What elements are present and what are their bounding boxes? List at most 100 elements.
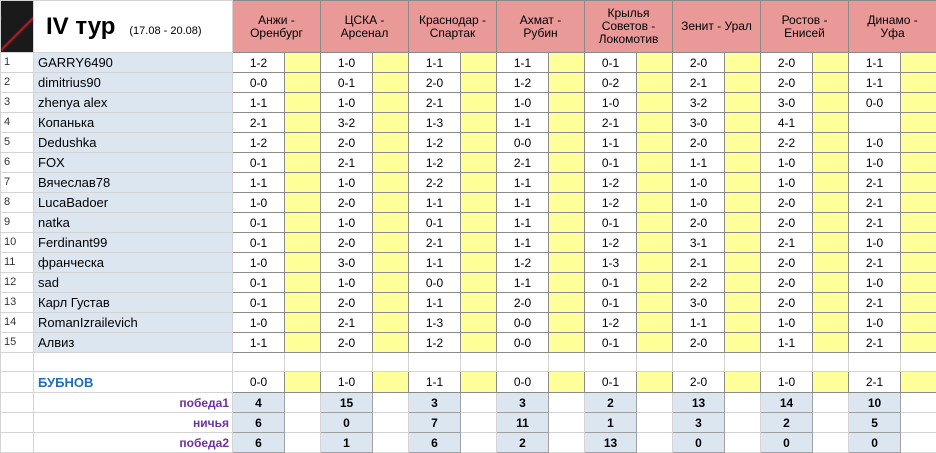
score: 1-1 <box>673 153 725 173</box>
score: 3-0 <box>673 113 725 133</box>
check-cell <box>549 253 585 273</box>
score: 2-1 <box>585 113 637 133</box>
check-cell <box>373 133 409 153</box>
score: 2-1 <box>233 113 285 133</box>
score: 2-0 <box>497 293 549 313</box>
check-cell <box>285 253 321 273</box>
score: 0-0 <box>497 372 549 393</box>
dates: (17.08 - 20.08) <box>129 25 201 37</box>
stat-value: 2 <box>497 433 549 453</box>
blank-row <box>1 353 936 372</box>
score: 2-0 <box>673 53 725 73</box>
check-cell <box>725 293 761 313</box>
check-cell <box>637 173 673 193</box>
empty-cell <box>373 393 409 413</box>
empty-cell <box>673 353 725 372</box>
score: 0-1 <box>321 73 373 93</box>
check-cell <box>549 333 585 353</box>
check-cell <box>549 372 585 393</box>
empty-cell <box>461 413 497 433</box>
check-cell <box>549 133 585 153</box>
check-cell <box>813 333 849 353</box>
score: 1-2 <box>409 333 461 353</box>
check-cell <box>373 193 409 213</box>
empty-cell <box>813 353 849 372</box>
empty-cell <box>1 372 34 393</box>
score: 1-3 <box>409 113 461 133</box>
check-cell <box>725 372 761 393</box>
check-cell <box>637 133 673 153</box>
check-cell <box>901 253 936 273</box>
empty-cell <box>34 353 233 372</box>
player-name: Ferdinant99 <box>34 233 233 253</box>
check-cell <box>901 193 936 213</box>
check-cell <box>813 173 849 193</box>
check-cell <box>373 173 409 193</box>
check-cell <box>813 372 849 393</box>
check-cell <box>373 273 409 293</box>
check-cell <box>461 333 497 353</box>
check-cell <box>461 133 497 153</box>
score: 1-2 <box>409 133 461 153</box>
match-line: Спартак <box>409 27 496 40</box>
check-cell <box>725 233 761 253</box>
check-cell <box>285 273 321 293</box>
score: 2-1 <box>497 153 549 173</box>
score: 1-2 <box>233 53 285 73</box>
empty-cell <box>409 353 461 372</box>
check-cell <box>549 273 585 293</box>
row-number: 4 <box>1 113 34 133</box>
empty-cell <box>901 413 936 433</box>
check-cell <box>901 53 936 73</box>
score: 1-1 <box>233 173 285 193</box>
check-cell <box>725 53 761 73</box>
row-number: 3 <box>1 93 34 113</box>
score: 2-2 <box>761 133 813 153</box>
score: 2-1 <box>849 253 901 273</box>
stat-label: победа1 <box>34 393 233 413</box>
score: 0-1 <box>585 372 637 393</box>
score: 2-0 <box>761 213 813 233</box>
score: 2-1 <box>321 313 373 333</box>
empty-cell <box>321 353 373 372</box>
score: 1-1 <box>409 193 461 213</box>
score: 1-0 <box>849 153 901 173</box>
check-cell <box>813 133 849 153</box>
bubnov-name: БУБНОВ <box>34 372 233 393</box>
score: 1-1 <box>497 53 549 73</box>
check-cell <box>285 372 321 393</box>
match-line: Рубин <box>497 27 584 40</box>
player-name: Вячеслав78 <box>34 173 233 193</box>
score: 0-1 <box>585 293 637 313</box>
check-cell <box>285 313 321 333</box>
row-number: 9 <box>1 213 34 233</box>
match-line: ЦСКА - <box>321 14 408 27</box>
score: 0-1 <box>585 53 637 73</box>
score: 3-0 <box>321 253 373 273</box>
empty-cell <box>1 433 34 453</box>
check-cell <box>637 253 673 273</box>
stat-value: 0 <box>673 433 725 453</box>
empty-cell <box>373 433 409 453</box>
empty-cell <box>285 353 321 372</box>
score: 0-1 <box>585 273 637 293</box>
check-cell <box>813 113 849 133</box>
stat-value: 0 <box>761 433 813 453</box>
match-line: Анжи - <box>233 14 320 27</box>
score: 3-0 <box>673 293 725 313</box>
check-cell <box>373 213 409 233</box>
row-number: 12 <box>1 273 34 293</box>
score: 1-1 <box>409 372 461 393</box>
stat-value: 2 <box>585 393 637 413</box>
check-cell <box>549 193 585 213</box>
empty-cell <box>813 433 849 453</box>
check-cell <box>549 313 585 333</box>
score: 0-0 <box>497 133 549 153</box>
score: 1-0 <box>321 213 373 233</box>
check-cell <box>637 313 673 333</box>
